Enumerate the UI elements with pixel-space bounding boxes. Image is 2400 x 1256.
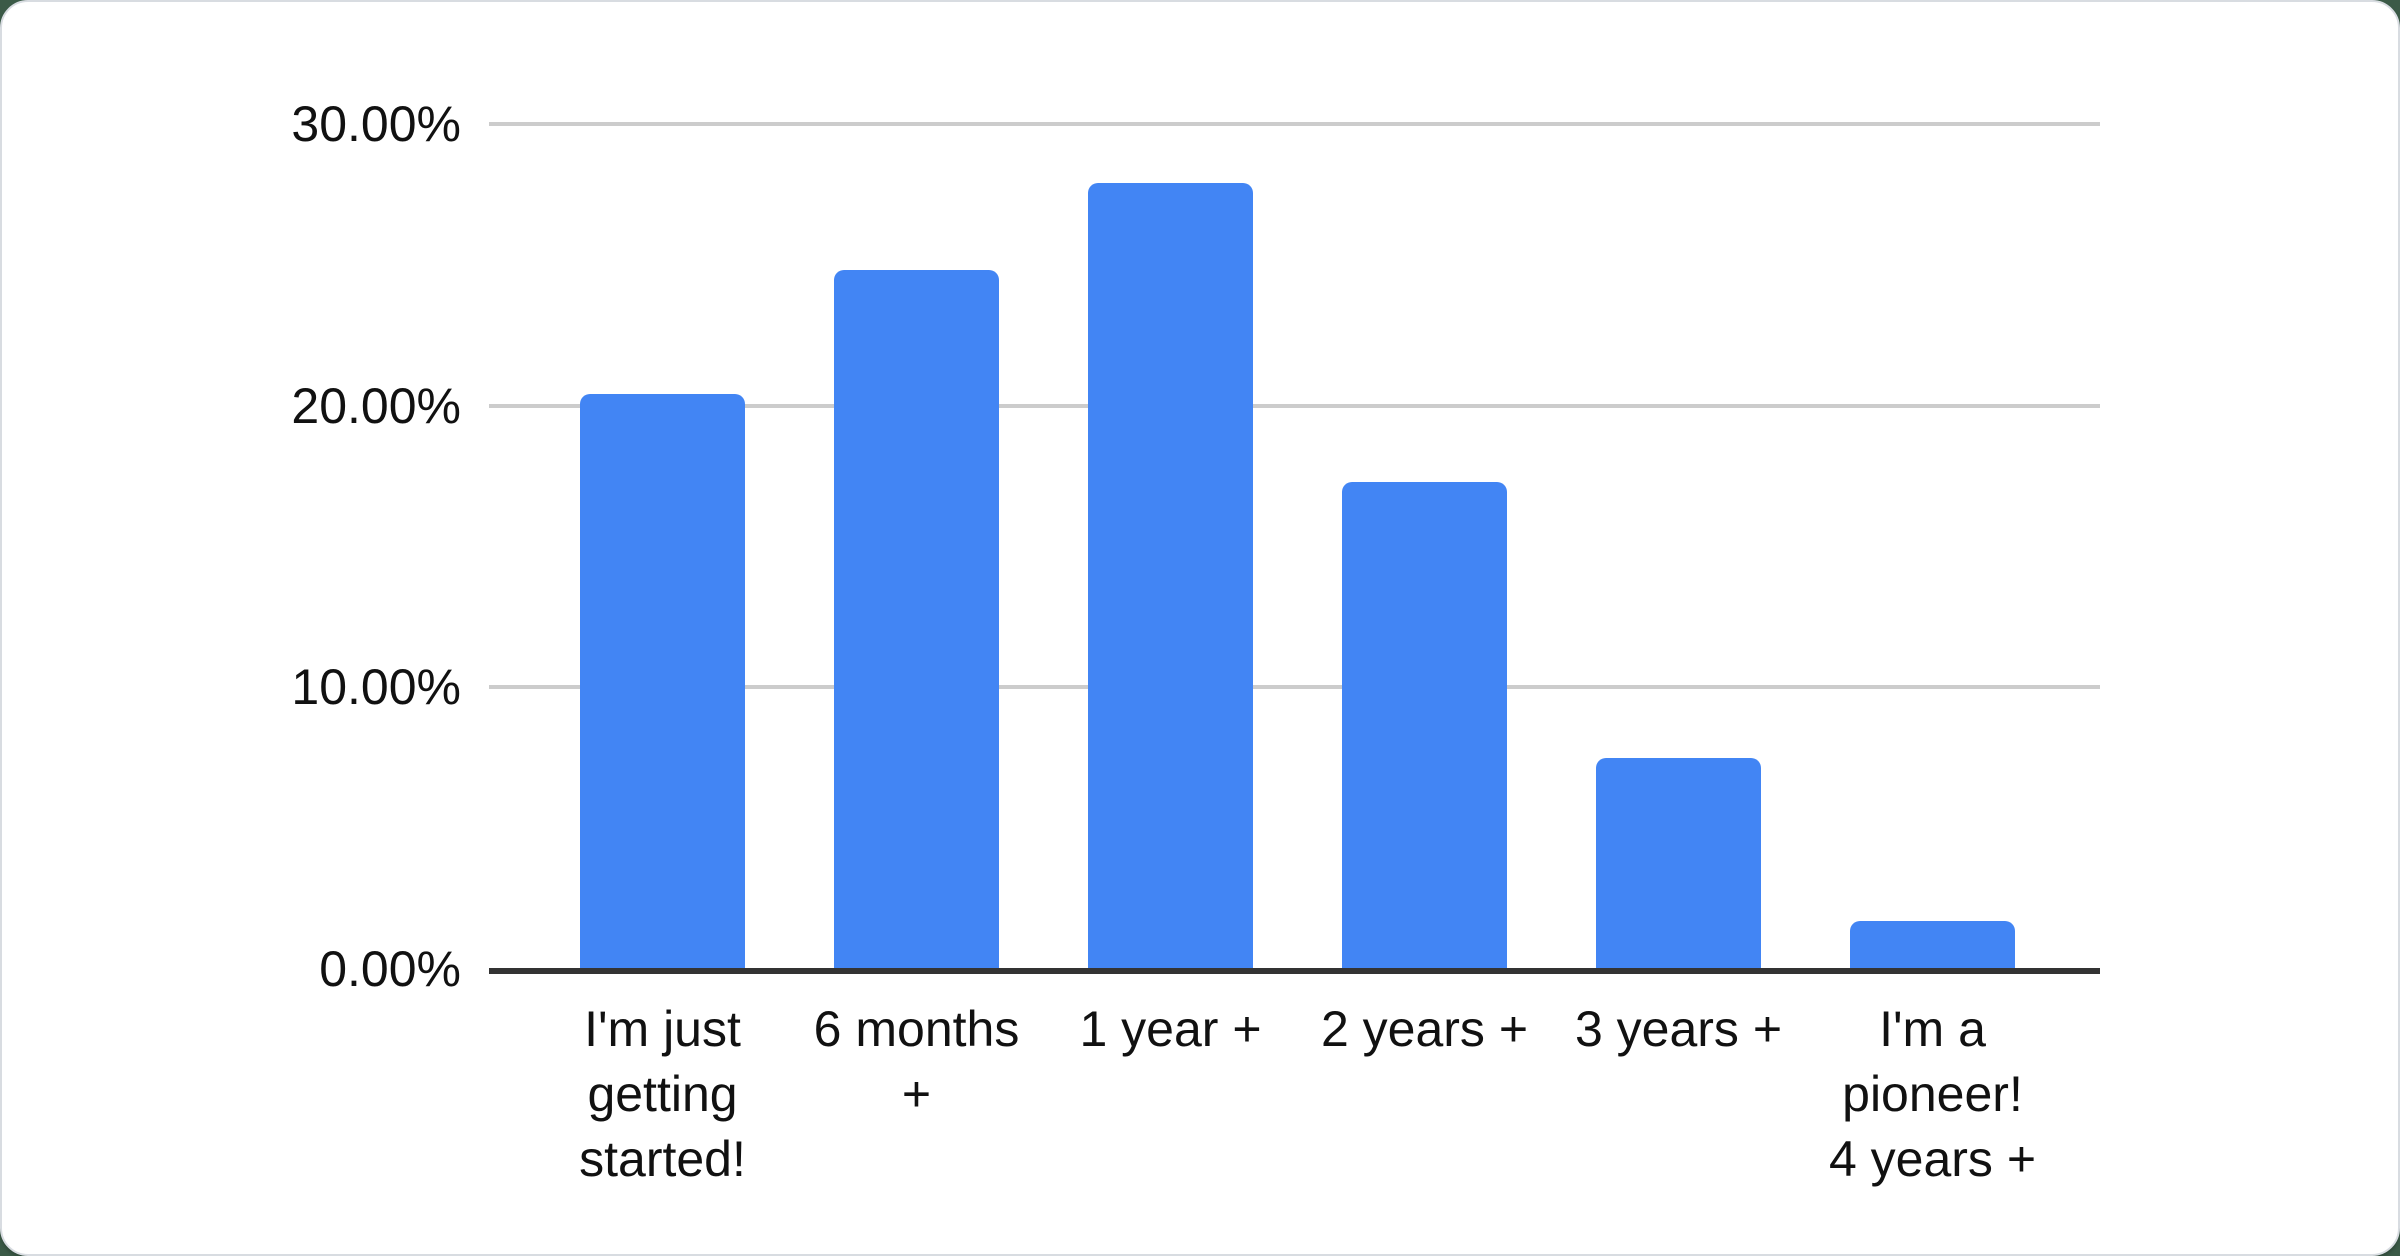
y-axis-tick-label: 20.00%: [291, 377, 461, 434]
x-axis-category-label: 1 year +: [1079, 1001, 1262, 1057]
gridline: [489, 403, 2100, 408]
bar[interactable]: [1850, 921, 2015, 969]
bar[interactable]: [1342, 481, 1507, 969]
x-axis-category-label: 3 years +: [1574, 1001, 1783, 1057]
y-axis-tick-label: 0.00%: [319, 941, 461, 997]
gridline: [489, 685, 2100, 690]
gridline: [489, 122, 2100, 126]
plot-area: [489, 122, 2100, 974]
x-axis-category-label: 2 years +: [1320, 1001, 1529, 1057]
bar[interactable]: [834, 270, 999, 969]
bar[interactable]: [1088, 183, 1253, 969]
bar[interactable]: [580, 394, 745, 969]
x-axis-category-label: I'm just getting started!: [579, 1001, 746, 1187]
x-axis-category-label: 6 months +: [813, 1001, 1020, 1122]
y-axis-tick-label: 10.00%: [291, 659, 461, 716]
bar[interactable]: [1596, 757, 1761, 969]
x-axis-line: [489, 968, 2100, 974]
y-axis-tick-label: 30.00%: [291, 96, 461, 152]
x-axis-category-label: I'm a pioneer! 4 years +: [1828, 1001, 2037, 1187]
